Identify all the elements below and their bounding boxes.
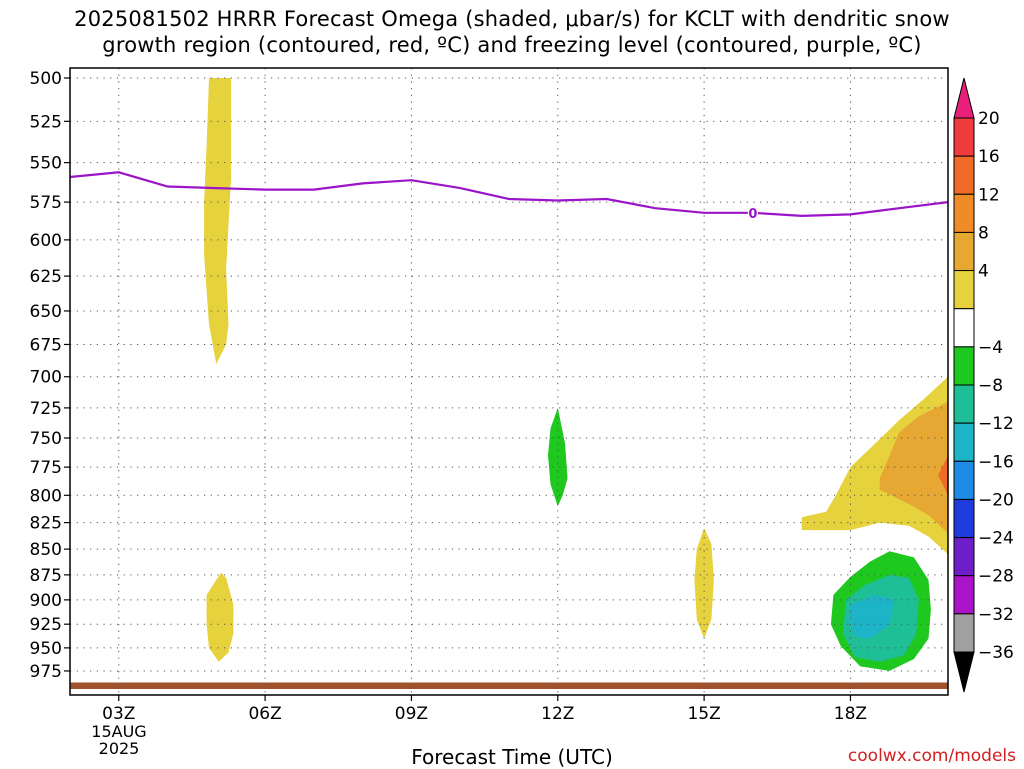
colorbar-bin-1 — [953, 155, 975, 195]
y-tick-label-575: 575 — [30, 193, 62, 213]
y-tick-label-650: 650 — [30, 302, 62, 322]
colorbar-bin-7 — [953, 384, 975, 424]
x-tick-label-18Z: 18Z — [834, 704, 867, 724]
colorbar-label-11: −28 — [978, 567, 1014, 587]
colorbar-bin-3 — [953, 231, 975, 272]
colorbar-label-1: 16 — [978, 147, 1000, 167]
freezing-level-label: 0 — [748, 207, 757, 222]
surface-bar — [70, 682, 948, 689]
colorbar-bin-0 — [953, 117, 975, 157]
y-tick-label-925: 925 — [30, 615, 62, 635]
y-tick-label-500: 500 — [30, 69, 62, 89]
colorbar-label-10: −24 — [978, 529, 1014, 549]
freezing-level-label-bg — [747, 206, 758, 220]
omega-region-3 — [694, 528, 714, 639]
y-tick-label-950: 950 — [30, 639, 62, 659]
colorbar-label-8: −16 — [978, 452, 1014, 472]
colorbar-label-0: 20 — [978, 109, 1000, 129]
omega-region-6 — [938, 455, 948, 496]
colorbar-label-7: −12 — [978, 414, 1014, 434]
colorbar-top-triangle — [953, 77, 975, 119]
colorbar-bin-5 — [953, 308, 975, 348]
y-tick-label-775: 775 — [30, 458, 62, 478]
colorbar-bin-9 — [953, 460, 975, 500]
y-tick-label-700: 700 — [30, 368, 62, 388]
colorbar-bin-4 — [953, 270, 975, 310]
omega-region-5 — [879, 401, 948, 534]
colorbar-bin-12 — [953, 575, 975, 615]
y-tick-label-850: 850 — [30, 540, 62, 560]
y-tick-label-875: 875 — [30, 566, 62, 586]
colorbar-label-12: −32 — [978, 605, 1014, 625]
y-tick-label-600: 600 — [30, 231, 62, 251]
colorbar-label-3: 8 — [978, 223, 989, 243]
omega-region-4 — [801, 376, 948, 555]
y-tick-label-550: 550 — [30, 154, 62, 174]
chart-title-line1: 2025081502 HRRR Forecast Omega (shaded, … — [74, 7, 950, 31]
colorbar-label-9: −20 — [978, 490, 1014, 510]
y-tick-label-900: 900 — [30, 591, 62, 611]
chart-title-line2: growth region (contoured, red, ºC) and f… — [102, 33, 922, 57]
x-tick-label-06Z: 06Z — [248, 704, 281, 724]
colorbar-label-2: 12 — [978, 185, 1000, 205]
x-tick-label-03Z: 03Z — [102, 704, 135, 724]
x-date-day: 15AUG — [91, 722, 147, 741]
colorbar-bin-13 — [953, 613, 975, 653]
x-axis-label: Forecast Time (UTC) — [411, 745, 613, 769]
freezing-level-line — [69, 171, 949, 218]
omega-region-0 — [204, 78, 231, 364]
omega-region-1 — [206, 572, 234, 662]
x-date-year: 2025 — [98, 739, 140, 758]
y-tick-label-675: 675 — [30, 335, 62, 355]
colorbar-bin-2 — [953, 193, 975, 233]
colorbar-bin-10 — [953, 498, 975, 539]
x-tick-label-12Z: 12Z — [541, 704, 574, 724]
y-tick-label-825: 825 — [30, 514, 62, 534]
x-tick-label-15Z: 15Z — [687, 704, 720, 724]
colorbar-label-5: −4 — [978, 338, 1003, 358]
plot-frame — [69, 67, 949, 696]
source-credit: coolwx.com/models — [847, 746, 1016, 766]
y-tick-label-800: 800 — [30, 486, 62, 506]
colorbar-bin-8 — [953, 422, 975, 462]
y-tick-label-625: 625 — [30, 267, 62, 287]
y-tick-label-725: 725 — [30, 399, 62, 419]
x-tick-label-09Z: 09Z — [395, 704, 428, 724]
y-tick-label-750: 750 — [30, 429, 62, 449]
colorbar-bin-6 — [953, 346, 975, 386]
omega-region-9 — [848, 594, 895, 639]
chart-title: 2025081502 HRRR Forecast Omega (shaded, … — [0, 6, 1024, 58]
y-tick-label-525: 525 — [30, 112, 62, 132]
colorbar-label-6: −8 — [978, 376, 1003, 396]
colorbar-bin-11 — [953, 537, 975, 577]
plot-area — [70, 68, 948, 695]
colorbar-bottom-triangle — [953, 651, 975, 693]
colorbar-label-13: −36 — [978, 643, 1014, 663]
colorbar-label-4: 4 — [978, 262, 989, 282]
y-tick-label-975: 975 — [30, 662, 62, 682]
